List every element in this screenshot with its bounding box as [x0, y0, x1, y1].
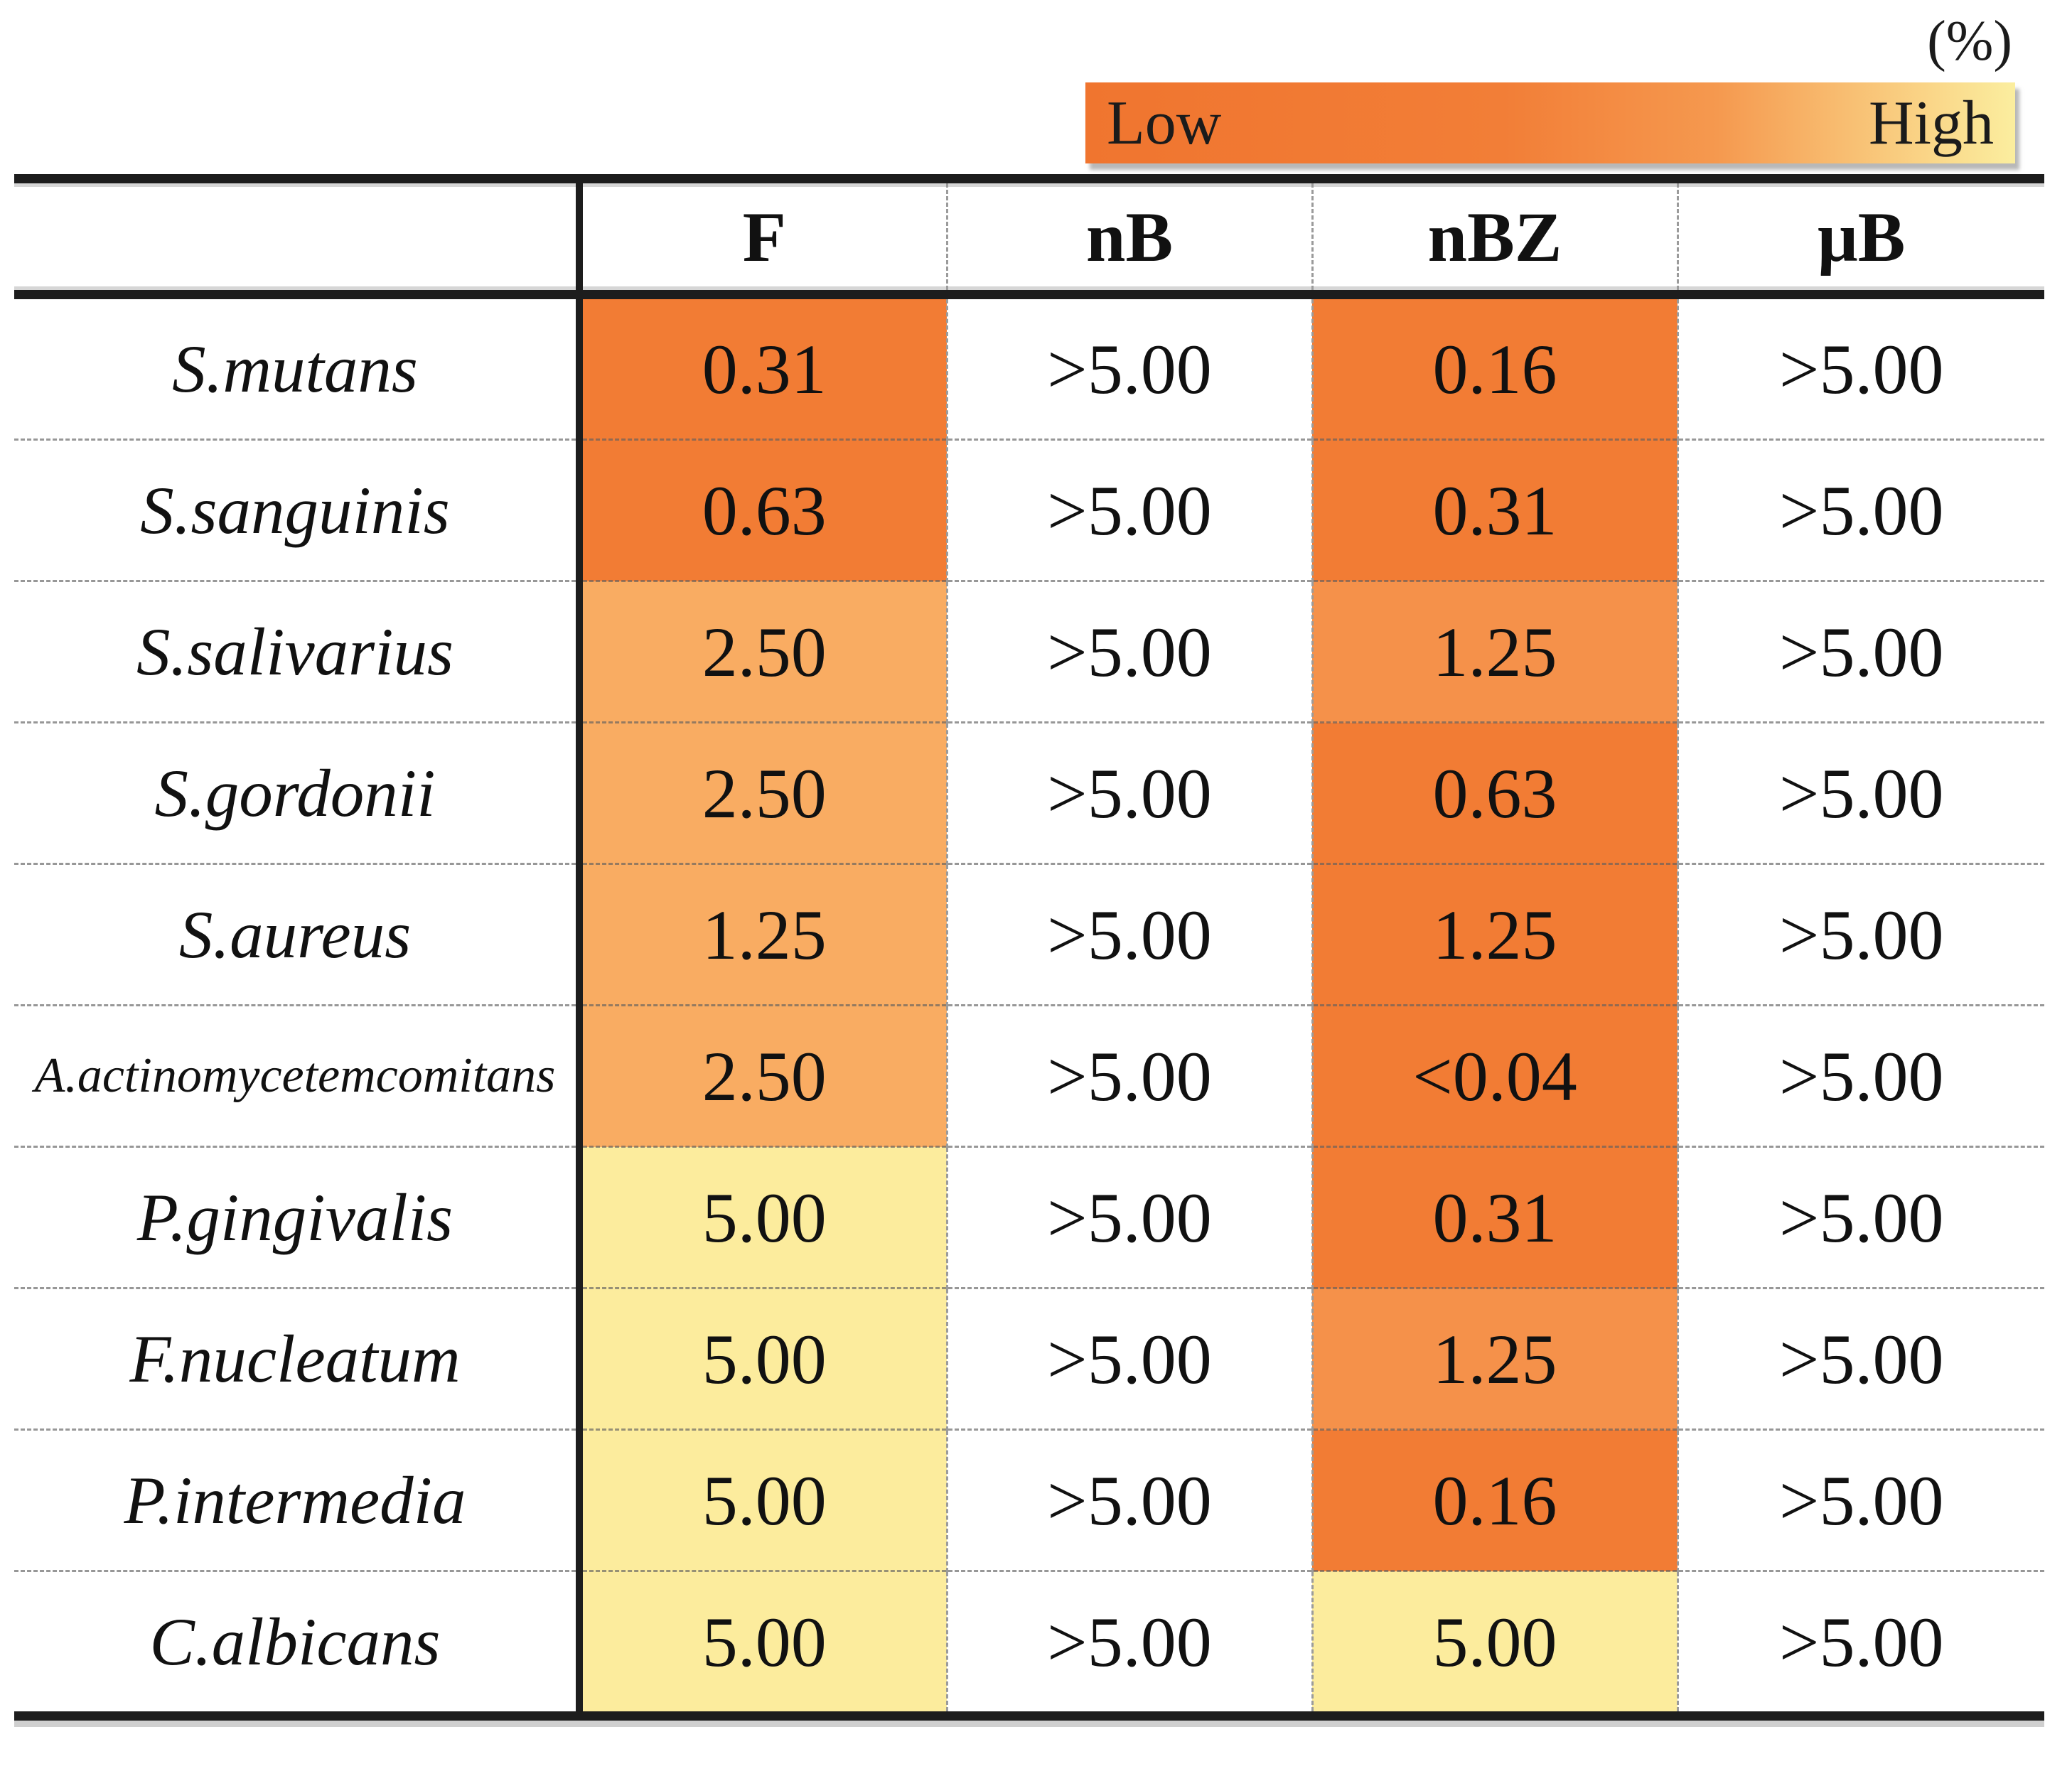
- mic-cell: >5.00: [1676, 1004, 2044, 1147]
- unit-label: (%): [1927, 10, 2012, 72]
- species-name: S.salivarius: [14, 580, 583, 723]
- table-row: S.mutans 0.31 >5.00 0.16 >5.00: [14, 294, 2044, 440]
- corner-cell: [14, 178, 583, 299]
- mic-cell: >5.00: [1676, 294, 2044, 440]
- mic-cell: 5.00: [1311, 1570, 1678, 1716]
- mic-cell: >5.00: [1676, 1287, 2044, 1430]
- species-name: S.gordonii: [14, 721, 583, 864]
- column-header-uB: μB: [1676, 178, 2044, 299]
- mic-cell: >5.00: [1676, 1570, 2044, 1716]
- table-row: S.sanguinis 0.63 >5.00 0.31 >5.00: [14, 438, 2044, 581]
- mic-cell: 0.63: [1311, 721, 1678, 864]
- table-row: A.actinomycetemcomitans 2.50 >5.00 <0.04…: [14, 1004, 2044, 1147]
- mic-cell: >5.00: [945, 1287, 1312, 1430]
- table-row: P.gingivalis 5.00 >5.00 0.31 >5.00: [14, 1146, 2044, 1288]
- table-row: F.nucleatum 5.00 >5.00 1.25 >5.00: [14, 1287, 2044, 1430]
- column-header-F: F: [579, 178, 947, 299]
- mic-cell: >5.00: [1676, 438, 2044, 581]
- mic-cell: >5.00: [1676, 721, 2044, 864]
- mic-cell: >5.00: [945, 721, 1312, 864]
- mic-cell: <0.04: [1311, 1004, 1678, 1147]
- legend-high-label: High: [1869, 88, 1994, 158]
- species-name: S.sanguinis: [14, 438, 583, 581]
- mic-cell: 1.25: [1311, 580, 1678, 723]
- mic-cell: >5.00: [945, 863, 1312, 1006]
- mic-cell: >5.00: [945, 438, 1312, 581]
- species-name: C.albicans: [14, 1570, 583, 1716]
- mic-cell: 5.00: [579, 1146, 947, 1288]
- mic-cell: 2.50: [579, 721, 947, 864]
- species-name: F.nucleatum: [14, 1287, 583, 1430]
- legend-low-label: Low: [1107, 88, 1222, 158]
- table-row: C.albicans 5.00 >5.00 5.00 >5.00: [14, 1570, 2044, 1716]
- mic-cell: 0.31: [579, 294, 947, 440]
- mic-cell: >5.00: [1676, 1428, 2044, 1571]
- mic-cell: 2.50: [579, 1004, 947, 1147]
- table-row: P.intermedia 5.00 >5.00 0.16 >5.00: [14, 1428, 2044, 1571]
- column-header-nB: nB: [945, 178, 1312, 299]
- mic-cell: 1.25: [1311, 1287, 1678, 1430]
- mic-cell: 5.00: [579, 1287, 947, 1430]
- mic-heatmap-table: F nB nBZ μB S.mutans 0.31 >5.00 0.16 >5.…: [14, 174, 2044, 1721]
- mic-cell: >5.00: [945, 294, 1312, 440]
- species-name: S.aureus: [14, 863, 583, 1006]
- mic-cell: 0.63: [579, 438, 947, 581]
- mic-cell: >5.00: [945, 1146, 1312, 1288]
- mic-cell: >5.00: [1676, 580, 2044, 723]
- species-name: P.intermedia: [14, 1428, 583, 1571]
- table-row: S.aureus 1.25 >5.00 1.25 >5.00: [14, 863, 2044, 1006]
- column-header-nBZ: nBZ: [1311, 178, 1678, 299]
- species-name: P.gingivalis: [14, 1146, 583, 1288]
- mic-cell: 5.00: [579, 1428, 947, 1571]
- mic-cell: >5.00: [1676, 1146, 2044, 1288]
- species-name: S.mutans: [14, 294, 583, 440]
- mic-cell: 0.16: [1311, 294, 1678, 440]
- mic-cell: >5.00: [945, 580, 1312, 723]
- mic-cell: 0.31: [1311, 1146, 1678, 1288]
- mic-cell: >5.00: [945, 1428, 1312, 1571]
- mic-cell: >5.00: [945, 1570, 1312, 1716]
- mic-cell: 5.00: [579, 1570, 947, 1716]
- legend-gradient-bar: Low High: [1085, 82, 2015, 163]
- mic-cell: >5.00: [1676, 863, 2044, 1006]
- mic-cell: >5.00: [945, 1004, 1312, 1147]
- table-row: S.gordonii 2.50 >5.00 0.63 >5.00: [14, 721, 2044, 864]
- mic-cell: 0.16: [1311, 1428, 1678, 1571]
- mic-cell: 1.25: [1311, 863, 1678, 1006]
- species-name: A.actinomycetemcomitans: [14, 1004, 583, 1147]
- mic-cell: 0.31: [1311, 438, 1678, 581]
- header-row: F nB nBZ μB: [14, 178, 2044, 299]
- mic-cell: 2.50: [579, 580, 947, 723]
- table-row: S.salivarius 2.50 >5.00 1.25 >5.00: [14, 580, 2044, 723]
- mic-cell: 1.25: [579, 863, 947, 1006]
